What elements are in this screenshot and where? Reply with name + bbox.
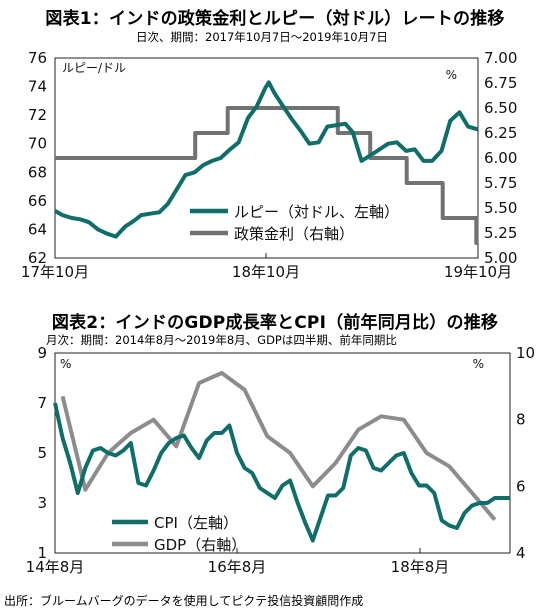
chart1-right-tick-label: 5.25: [484, 224, 517, 242]
chart2-right-unit-label: %: [473, 357, 484, 371]
chart1-series-line-1: [55, 106, 479, 245]
chart1-left-tick-label: 68: [28, 163, 47, 181]
chart1-right-unit-label: %: [446, 68, 457, 82]
chart1-left-tick-label: 76: [28, 49, 47, 67]
chart1-left-tick-label: 62: [28, 249, 47, 267]
chart1-right-tick-label: 5.50: [484, 199, 517, 217]
chart1-left-tick-label: 74: [28, 78, 47, 96]
chart1-right-tick-label: 6.50: [484, 99, 517, 117]
chart1-right-tick-label: 7.00: [484, 49, 517, 67]
chart1-title: 図表1：インドの政策金利とルピー（対ドル）レートの推移: [45, 9, 505, 29]
chart2-left-tick-label: 9: [37, 344, 47, 362]
chart2-plot-frame: [54, 352, 511, 554]
chart2-left-tick-label: 3: [37, 494, 47, 512]
chart2-x-tick-label: 18年8月: [391, 558, 450, 576]
chart1-right-tick-label: 5.75: [484, 174, 517, 192]
chart1-left-tick-label: 66: [28, 192, 47, 210]
chart2-left-unit-label: %: [60, 357, 71, 371]
chart2-series-line-1: [60, 371, 497, 521]
chart1-legend-label: 政策金利（右軸）: [234, 225, 354, 243]
chart1-subtitle: 日次、期間：2017年10月7日～2019年10月7日: [136, 30, 388, 44]
chart1-left-tick-label: 72: [28, 106, 47, 124]
chart2-x-tick-label: 14年8月: [26, 558, 85, 576]
chart2-right-tick-label: 6: [516, 477, 526, 495]
chart2-series-line-0: [53, 402, 510, 543]
chart2-right-tick-label: 10: [516, 344, 535, 362]
chart2-subtitle: 月次：期間：2014年8月～2019年8月、GDPは四半期、前年同期比: [46, 333, 397, 347]
chart2-left-tick-label: 1: [37, 544, 47, 562]
chart1-x-tick-label: 19年10月: [444, 263, 512, 281]
chart1-right-tick-label: 5.00: [484, 249, 517, 267]
chart2-legend-label: GDP（右軸）: [154, 536, 246, 554]
chart1-x-tick-label: 18年10月: [232, 263, 300, 281]
chart1-left-tick-label: 64: [28, 220, 47, 238]
chart2-right-tick-label: 8: [516, 411, 526, 429]
chart1-left-tick-label: 70: [28, 135, 47, 153]
chart2-legend-label: CPI（左軸）: [154, 514, 238, 532]
source-note: 出所：ブルームバーグのデータを使用してピクテ投信投資顧問作成: [4, 594, 364, 608]
chart1-series-line-0: [54, 80, 479, 239]
chart1-plot: 62 64 66 68 70 72 74 76 5.00 5.25 5.50 5.75 6.00 6.25…: [21, 49, 518, 281]
chart1-x-tick-label: 17年10月: [21, 263, 89, 281]
chart2-title: 図表2：インドのGDP成長率とCPI（前年同月比）の推移: [51, 313, 499, 333]
chart2-right-tick-label: 4: [516, 544, 526, 562]
chart1-legend-label: ルピー（対ドル、左軸）: [234, 203, 399, 221]
chart2-left-tick-label: 7: [37, 394, 47, 412]
chart2-x-tick-label: 16年8月: [208, 558, 267, 576]
chart1-left-unit-label: ルピー/ドル: [62, 61, 126, 75]
chart1-right-tick-label: 6.25: [484, 124, 517, 142]
chart1-right-tick-label: 6.75: [484, 74, 517, 92]
chart1-right-tick-label: 6.00: [484, 149, 517, 167]
chart2-left-tick-label: 5: [37, 444, 47, 462]
